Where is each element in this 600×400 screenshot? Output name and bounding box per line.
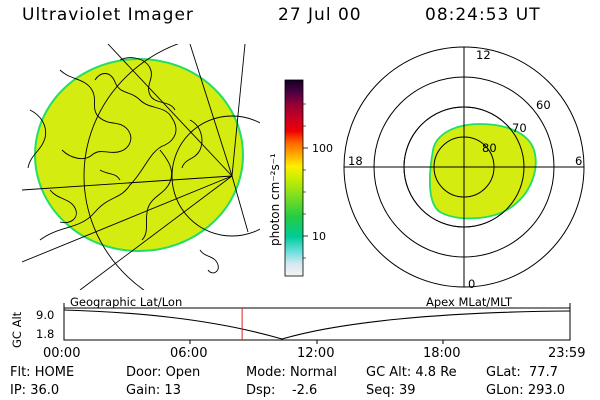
coastline (181, 119, 203, 169)
meridian-line (189, 44, 233, 177)
meridian-line (22, 175, 233, 263)
coastline (99, 169, 121, 181)
info-glon: GLon: 293.0 (486, 383, 566, 398)
info-gc-alt: GC Alt: 4.8 Re (366, 365, 457, 380)
x-tick-label: 23:59 (548, 346, 586, 361)
colorbar (284, 79, 308, 277)
info-seq: Seq: 39 (366, 383, 416, 398)
polar-plot (343, 46, 585, 288)
mlt-label-6: 6 (575, 154, 583, 168)
x-tick-label: 06:00 (170, 346, 208, 361)
meridian-line (107, 44, 233, 177)
meridian-line (231, 44, 246, 177)
auroral-oval (429, 123, 537, 220)
meridian-line (22, 175, 233, 191)
timeline-plot (63, 303, 571, 344)
coastline (49, 189, 77, 224)
mlt-label-18: 18 (348, 154, 363, 168)
info-ip: IP: 36.0 (10, 383, 60, 398)
coastline (119, 57, 176, 111)
info-dsp: Dsp: -2.6 (246, 383, 318, 398)
timeline-axis-title: GC Alt (10, 311, 24, 348)
timeline-right-label: Apex MLat/MLT (426, 295, 513, 309)
info-flt: Flt: HOME (10, 365, 75, 380)
x-tick-label: 00:00 (43, 346, 81, 361)
info-glat: GLat: 77.7 (486, 365, 558, 380)
y-tick-label: 9.0 (36, 308, 55, 322)
coastline (39, 73, 177, 241)
info-door: Door: Open (126, 365, 201, 380)
lat-label-70: 70 (512, 121, 527, 135)
coastline (27, 109, 47, 169)
x-tick-label: 12:00 (297, 346, 335, 361)
info-gain: Gain: 13 (126, 383, 181, 398)
lat-label-80: 80 (482, 141, 497, 155)
coastline (199, 249, 219, 274)
mlt-label-12: 12 (476, 48, 491, 62)
meridian-line (231, 175, 249, 233)
mlt-label-0: 0 (468, 277, 476, 291)
time-label: 08:24:53 UT (425, 5, 541, 25)
meridian-line (79, 175, 233, 290)
x-tick-label: 18:00 (423, 346, 461, 361)
lat-label-60: 60 (536, 98, 551, 112)
latitude-circle (83, 44, 179, 290)
geographic-image (22, 44, 260, 290)
colorbar-tick-label: 100 (312, 142, 333, 155)
instrument-title: Ultraviolet Imager (22, 5, 194, 25)
timeline-left-label: Geographic Lat/Lon (70, 295, 183, 309)
info-mode: Mode: Normal (246, 365, 337, 380)
colorbar-gradient (284, 79, 304, 277)
coastline (141, 149, 173, 241)
gc-alt-curve (63, 309, 571, 340)
coastline (59, 69, 132, 160)
date-label: 27 Jul 00 (278, 5, 362, 25)
y-tick-label: 1.8 (36, 327, 55, 341)
colorbar-tick-label: 10 (312, 230, 326, 243)
colorbar-unit-label: photon cm⁻²s⁻¹ (268, 153, 282, 246)
